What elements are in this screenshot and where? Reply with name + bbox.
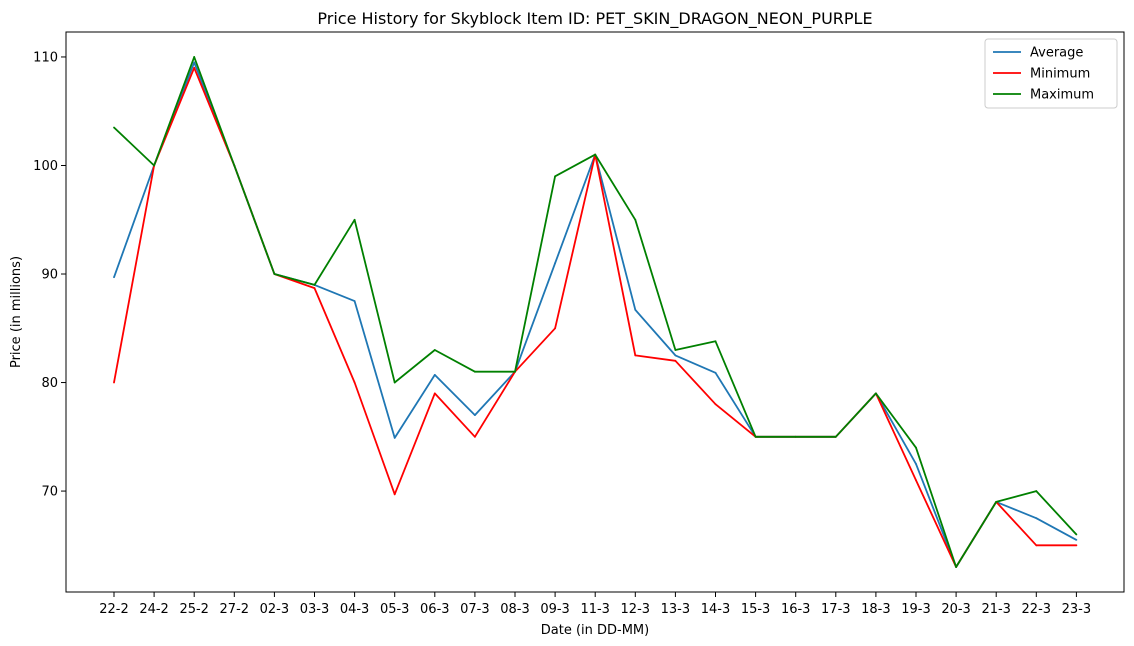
x-tick-label: 27-2 xyxy=(220,602,250,617)
data-point-minimum xyxy=(313,287,316,290)
data-point-minimum xyxy=(1035,544,1038,547)
data-point-average xyxy=(1075,539,1078,541)
data-point-average xyxy=(193,61,196,64)
x-tick-label: 22-3 xyxy=(1022,602,1052,617)
x-tick-label: 05-3 xyxy=(380,602,410,617)
x-axis-label: Date (in DD-MM) xyxy=(541,623,649,638)
y-tick-label: 70 xyxy=(41,485,58,500)
data-point-minimum xyxy=(113,381,115,384)
legend-label-minimum: Minimum xyxy=(1030,67,1090,82)
y-tick-label: 90 xyxy=(41,268,58,283)
data-point-maximum xyxy=(915,446,917,449)
x-tick-label: 12-3 xyxy=(621,602,651,617)
legend-label-maximum: Maximum xyxy=(1030,88,1094,103)
plot-area: 70 80 90 100 110 22-2 24-2 25-2 27-2 02-3 03-3 04-3… xyxy=(33,50,1091,617)
data-point-maximum xyxy=(514,370,516,373)
x-tick-label: 04-3 xyxy=(340,602,370,617)
legend-box xyxy=(984,38,1118,109)
data-point-minimum xyxy=(193,66,196,69)
x-tick-label: 22-2 xyxy=(99,602,129,617)
data-point-maximum xyxy=(714,340,717,343)
y-axis-label: Price (in millions) xyxy=(9,256,24,368)
x-tick-label: 13-3 xyxy=(661,602,691,617)
data-point-maximum xyxy=(634,218,637,221)
x-tick-label: 14-3 xyxy=(701,602,731,617)
y-tick-label: 80 xyxy=(41,376,58,391)
data-point-maximum xyxy=(955,566,957,568)
x-tick-label: 11-3 xyxy=(580,602,610,617)
data-point-maximum xyxy=(193,56,196,58)
data-point-maximum xyxy=(995,501,998,503)
chart-title: Price History for Skyblock Item ID: PET_… xyxy=(317,9,872,29)
x-tick-label: 06-3 xyxy=(420,602,450,617)
legend: Average Minimum Maximum xyxy=(984,38,1118,109)
x-tick-label: 20-3 xyxy=(941,602,971,617)
data-point-maximum xyxy=(353,218,356,221)
data-point-minimum xyxy=(433,392,436,395)
data-point-minimum xyxy=(674,359,677,362)
data-point-maximum xyxy=(474,370,476,373)
data-point-maximum xyxy=(834,435,837,438)
data-point-minimum xyxy=(474,435,476,438)
x-tick-label: 23-3 xyxy=(1062,602,1092,617)
data-point-maximum xyxy=(554,175,556,178)
plot-frame xyxy=(65,31,1125,593)
data-point-maximum xyxy=(1035,490,1038,492)
x-tick-label: 25-2 xyxy=(179,602,209,617)
data-point-maximum xyxy=(875,392,877,395)
data-point-maximum xyxy=(1075,533,1078,536)
data-point-average xyxy=(433,374,436,376)
data-point-minimum xyxy=(554,327,556,330)
data-point-minimum xyxy=(393,493,396,496)
data-point-minimum xyxy=(714,403,717,406)
x-tick-label: 17-3 xyxy=(821,602,851,617)
data-point-average xyxy=(714,371,717,374)
data-point-average xyxy=(634,308,637,311)
x-tick-label: 02-3 xyxy=(260,602,290,617)
data-point-maximum xyxy=(794,435,797,438)
data-point-average xyxy=(1035,517,1038,520)
x-tick-label: 21-3 xyxy=(981,602,1011,617)
x-tick-label: 16-3 xyxy=(781,602,811,617)
x-tick-label: 08-3 xyxy=(500,602,530,617)
y-tick-label: 100 xyxy=(33,159,58,174)
x-tick-label: 15-3 xyxy=(741,602,771,617)
data-point-maximum xyxy=(754,435,757,438)
data-point-average xyxy=(674,354,677,357)
x-tick-label: 03-3 xyxy=(300,602,330,617)
data-point-maximum xyxy=(393,381,396,384)
data-point-maximum xyxy=(433,349,436,351)
data-point-average xyxy=(554,262,556,265)
x-tick-label: 07-3 xyxy=(460,602,490,617)
x-tick-label: 18-3 xyxy=(861,602,891,617)
data-point-maximum xyxy=(273,273,276,275)
data-point-average xyxy=(353,300,356,303)
data-point-average xyxy=(915,463,917,465)
legend-label-average: Average xyxy=(1030,46,1083,61)
x-tick-label: 09-3 xyxy=(540,602,570,617)
data-point-maximum xyxy=(313,283,316,286)
data-point-average xyxy=(474,414,476,417)
x-tick-label: 24-2 xyxy=(139,602,169,617)
data-point-average xyxy=(393,436,396,439)
data-point-maximum xyxy=(113,126,115,129)
data-point-average xyxy=(113,276,115,279)
x-tick-label: 19-3 xyxy=(901,602,931,617)
data-point-minimum xyxy=(634,354,637,357)
y-tick-label: 110 xyxy=(33,50,58,65)
data-point-minimum xyxy=(1075,544,1078,547)
data-point-maximum xyxy=(233,164,236,167)
data-point-minimum xyxy=(353,381,356,384)
data-point-maximum xyxy=(674,349,677,351)
data-point-minimum xyxy=(915,479,917,482)
data-point-maximum xyxy=(594,153,597,156)
data-point-maximum xyxy=(153,164,156,167)
